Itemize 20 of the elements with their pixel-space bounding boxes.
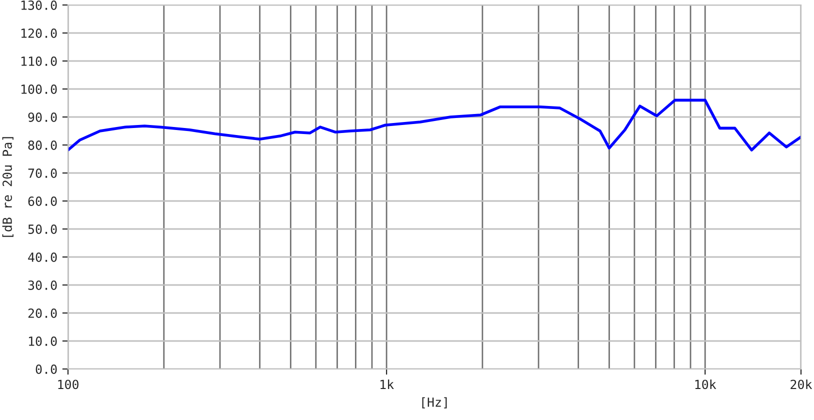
y-tick-label: 60.0 bbox=[28, 196, 57, 206]
x-tick-label: 10k bbox=[695, 379, 716, 390]
x-tick-label: 20k bbox=[790, 379, 812, 390]
y-tick-label: 70.0 bbox=[28, 168, 57, 178]
y-tick-label: 50.0 bbox=[28, 224, 57, 234]
x-tick-label: 1k bbox=[380, 379, 394, 389]
y-axis-title: [dB re 20u Pa] bbox=[2, 137, 14, 237]
x-axis-title: [Hz] bbox=[422, 397, 447, 408]
y-tick-label: 30.0 bbox=[28, 280, 57, 290]
y-tick-label: 80.0 bbox=[28, 140, 57, 150]
y-tick-label: 40.0 bbox=[28, 252, 57, 262]
y-tick-label: 130.0 bbox=[21, 0, 57, 10]
y-tick-label: 110.0 bbox=[21, 56, 57, 66]
y-tick-label: 10.0 bbox=[28, 336, 57, 346]
y-tick-label: 20.0 bbox=[28, 308, 57, 318]
y-tick-label: 100.0 bbox=[21, 84, 57, 94]
y-tick-label: 0.0 bbox=[36, 364, 57, 374]
y-tick-label: 90.0 bbox=[28, 112, 57, 122]
y-tick-label: 120.0 bbox=[21, 28, 57, 38]
x-tick-label: 100 bbox=[58, 380, 78, 390]
